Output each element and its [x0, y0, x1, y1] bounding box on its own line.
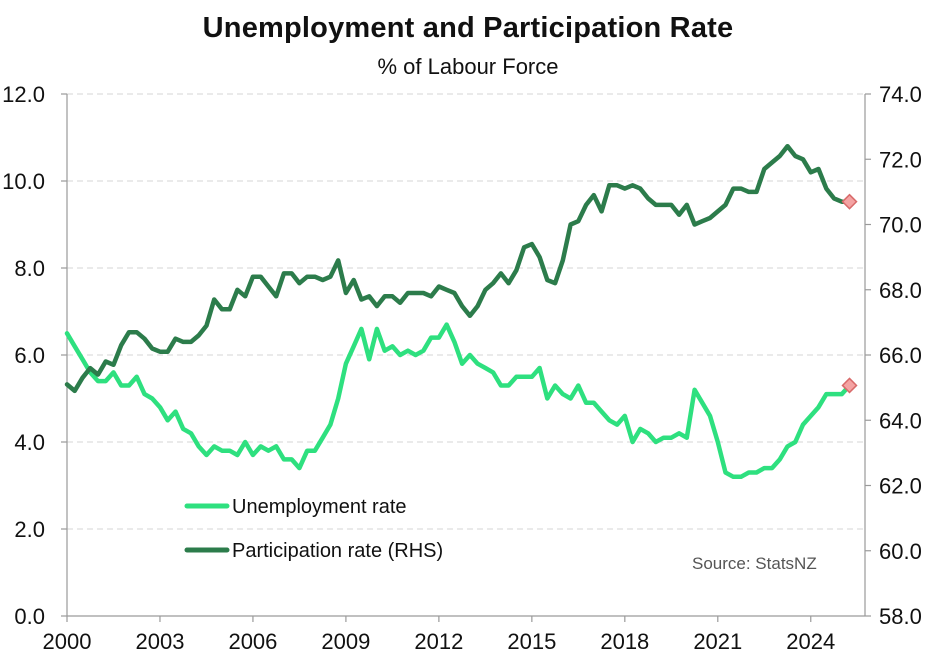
axes — [66, 94, 866, 617]
chart-title: Unemployment and Participation Rate — [202, 12, 734, 44]
legend: Unemployment rate Participation rate (RH… — [184, 496, 443, 562]
unemployment-latest-marker — [841, 377, 858, 394]
source-note: Source: StatsNZ — [692, 554, 817, 573]
right-tick-label: 70.0 — [879, 213, 922, 238]
left-tick-label: 12.0 — [2, 82, 45, 107]
left-tick-label: 10.0 — [2, 169, 45, 194]
chart-subtitle: % of Labour Force — [377, 54, 559, 79]
right-tick-label: 74.0 — [879, 82, 922, 107]
x-tick-label: 2015 — [507, 629, 556, 654]
right-tick-label: 60.0 — [879, 539, 922, 564]
right-tick-label: 72.0 — [879, 147, 922, 172]
unemployment-rate-line — [64, 322, 852, 480]
legend-label-participation: Participation rate (RHS) — [232, 540, 443, 562]
left-tick-label: 8.0 — [14, 256, 45, 281]
x-tick-label: 2000 — [43, 629, 92, 654]
legend-label-unemployment: Unemployment rate — [232, 496, 407, 518]
left-tick-label: 6.0 — [14, 343, 45, 368]
left-tick-label: 2.0 — [14, 517, 45, 542]
right-tick-label: 58.0 — [879, 604, 922, 629]
right-y-axis: 58.0 60.0 62.0 64.0 66.0 68.0 70.0 72.0 74.0 — [865, 82, 922, 629]
participation-rate-line — [64, 143, 852, 394]
x-tick-label: 2024 — [786, 629, 835, 654]
right-tick-label: 62.0 — [879, 474, 922, 499]
gridlines — [67, 93, 865, 530]
x-tick-label: 2018 — [600, 629, 649, 654]
left-y-axis: 0.0 2.0 4.0 6.0 8.0 10.0 12.0 — [2, 82, 67, 629]
participation-latest-marker — [841, 193, 858, 210]
x-tick-label: 2012 — [414, 629, 463, 654]
left-tick-label: 4.0 — [14, 430, 45, 455]
series-layer — [64, 143, 858, 480]
left-tick-label: 0.0 — [14, 604, 45, 629]
x-tick-label: 2009 — [321, 629, 370, 654]
x-axis: 2000 2003 2006 2009 2012 2015 2018 2021 2024 — [43, 616, 835, 654]
x-tick-label: 2006 — [228, 629, 277, 654]
right-tick-label: 68.0 — [879, 278, 922, 303]
right-tick-label: 64.0 — [879, 408, 922, 433]
right-tick-label: 66.0 — [879, 343, 922, 368]
x-tick-label: 2021 — [693, 629, 742, 654]
x-tick-label: 2003 — [135, 629, 184, 654]
